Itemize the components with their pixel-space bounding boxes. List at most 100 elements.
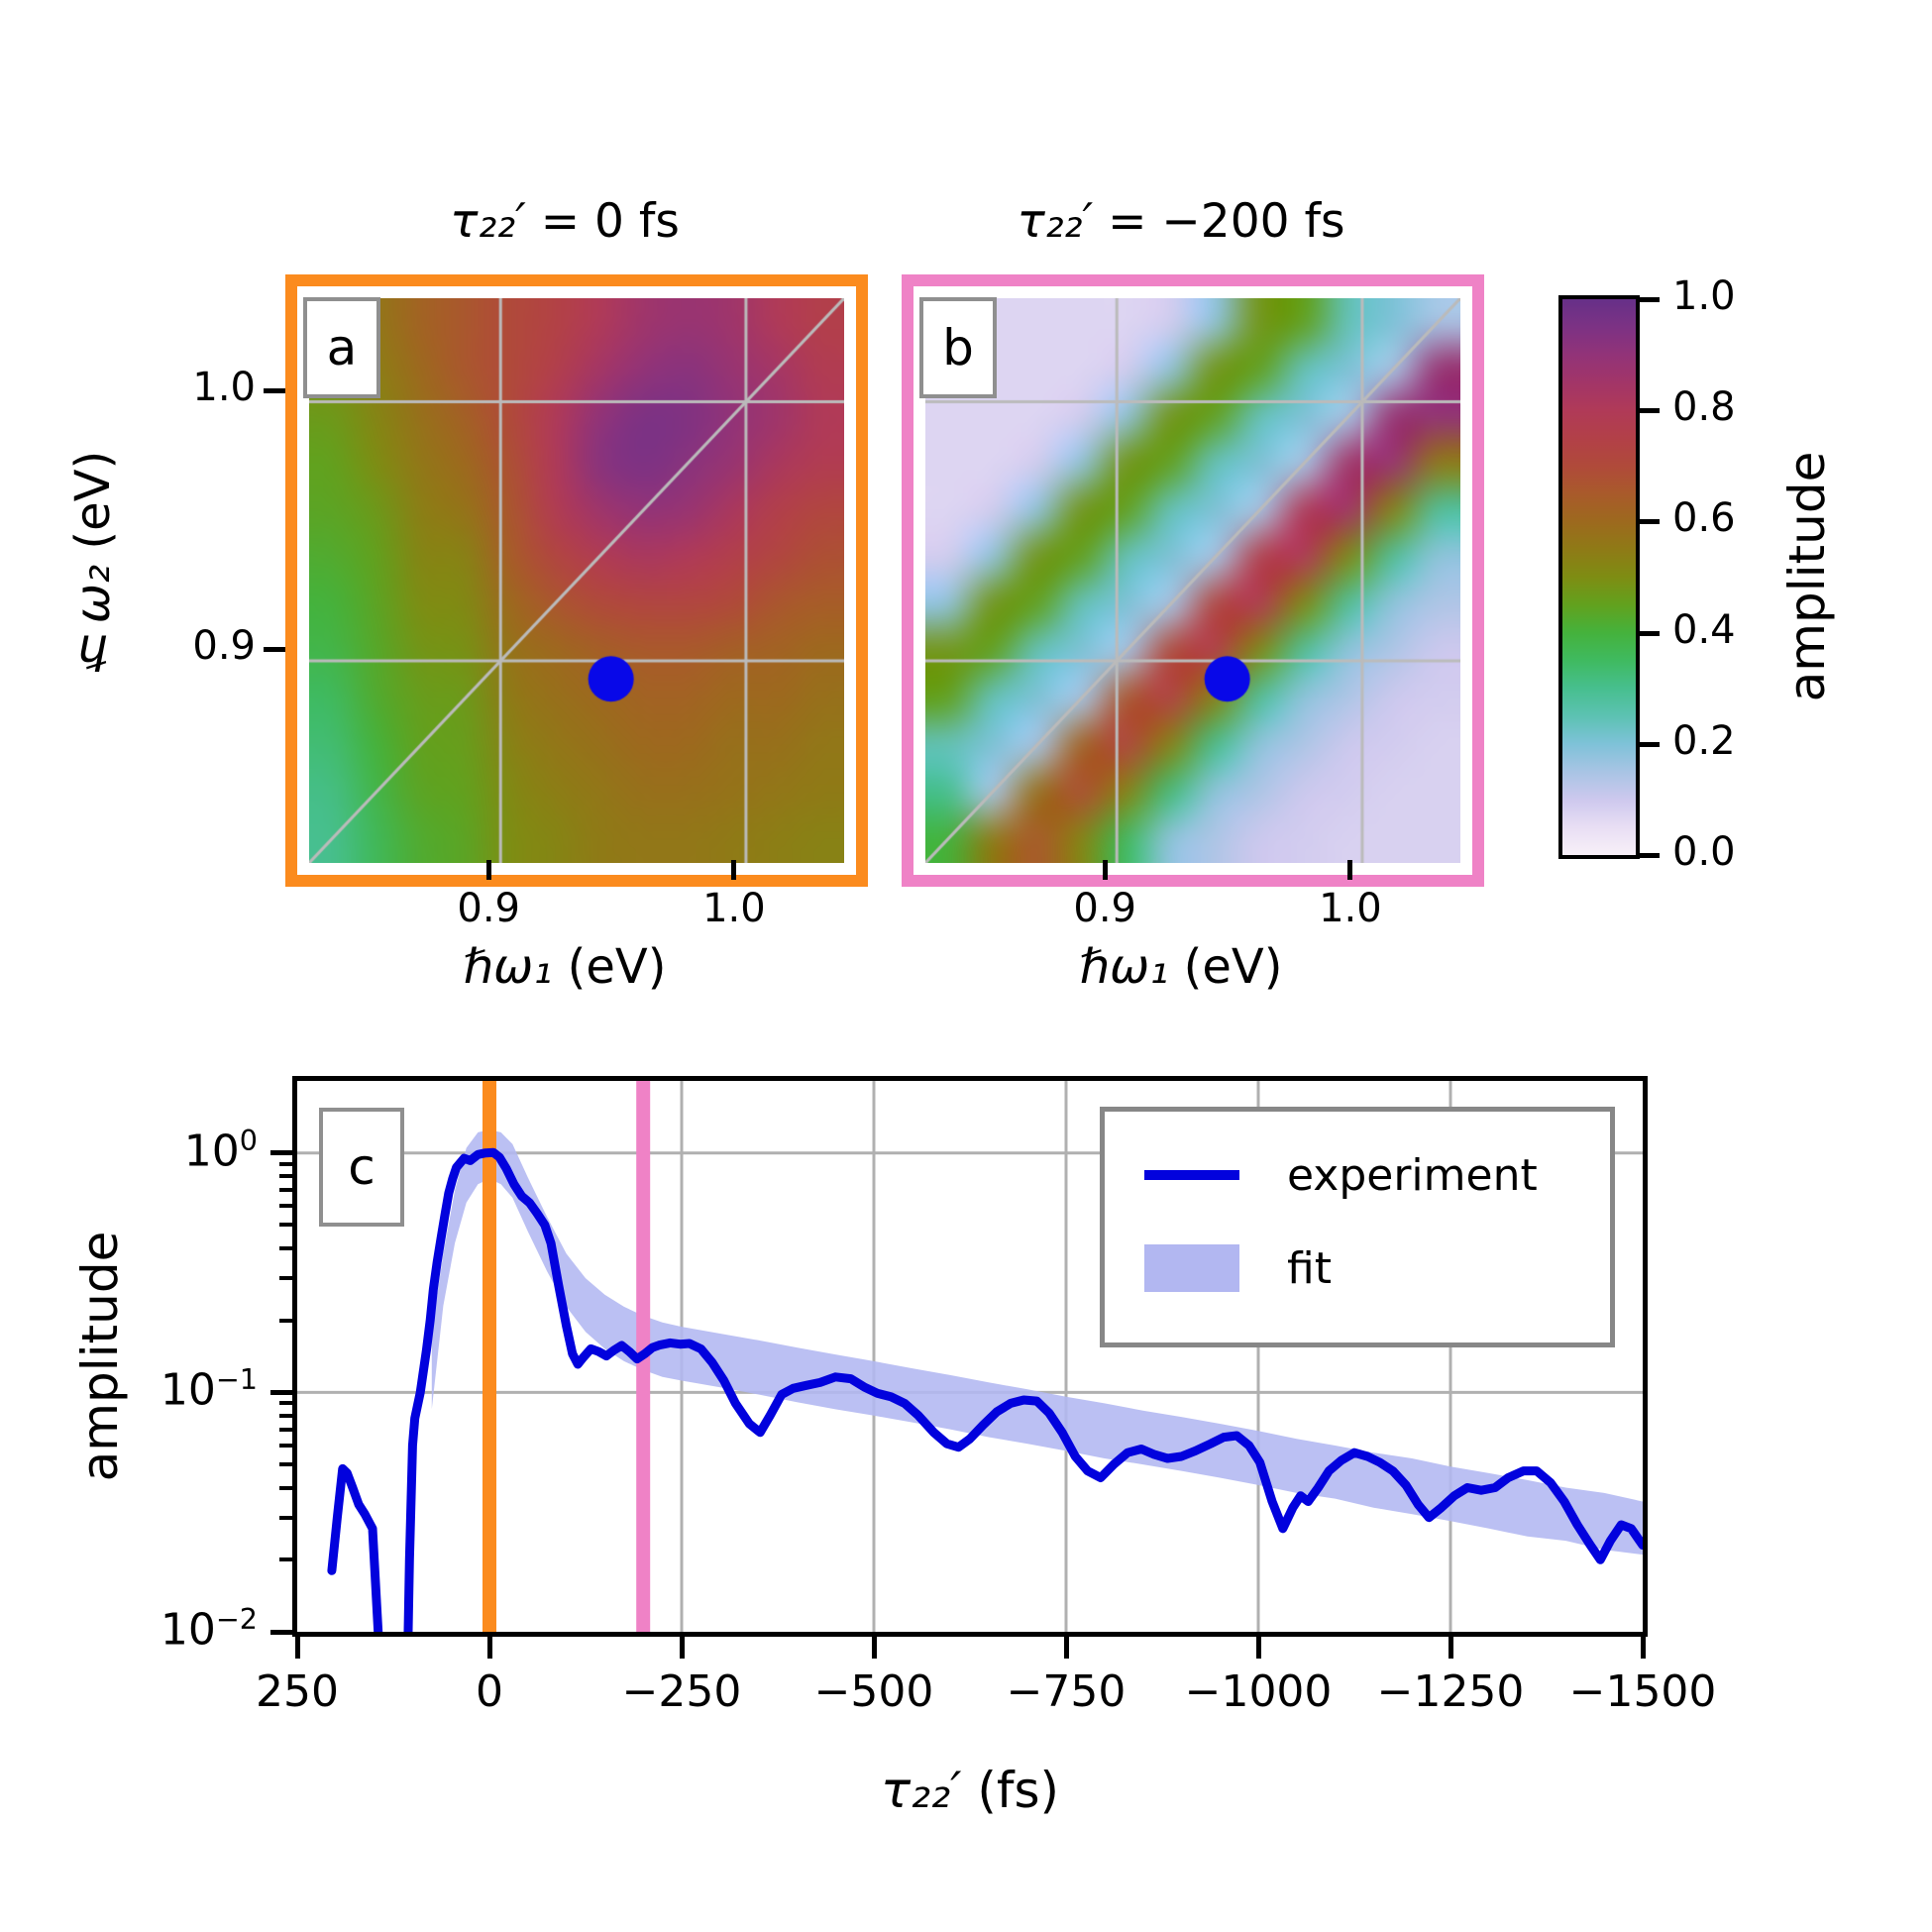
legend: experiment fit (1100, 1107, 1615, 1347)
c-y-minor-tick (279, 1318, 292, 1323)
heat-x-ticklabel: 1.0 (1319, 886, 1382, 931)
c-x-ticklabel: 250 (256, 1666, 339, 1717)
legend-row-experiment: experiment (1144, 1145, 1610, 1205)
panel-b-letter: b (942, 319, 974, 376)
panel-a-xlabel-math: ℏω₁ (463, 939, 553, 995)
colorbar (1558, 295, 1640, 859)
panel-b-title-math: τ₂₂′ (1017, 194, 1094, 249)
colorbar-ticklabel: 1.0 (1672, 273, 1736, 319)
c-x-ticklabel: −1500 (1568, 1666, 1717, 1717)
c-y-minor-tick (279, 1245, 292, 1250)
heat-x-tick (1102, 860, 1108, 880)
c-y-minor-tick (279, 1401, 292, 1406)
panel-a-ylabel: ℏω₂ (eV) (65, 451, 121, 680)
c-y-minor-tick (279, 1515, 292, 1520)
panel-a-xlabel: ℏω₁ (eV) (285, 939, 844, 995)
c-x-tick (294, 1637, 300, 1659)
c-y-minor-tick (279, 1204, 292, 1209)
colorbar-ticklabel: 0.8 (1672, 384, 1736, 431)
c-x-ticklabel: −1250 (1376, 1666, 1525, 1717)
panel-a-ylabel-rest: (eV) (65, 450, 121, 565)
c-y-tick (270, 1389, 292, 1395)
c-x-ticklabel: −250 (621, 1666, 742, 1717)
c-x-ticklabel: 0 (476, 1666, 503, 1717)
c-x-tick (486, 1637, 492, 1659)
experiment-line (327, 1147, 1643, 1632)
colorbar-label: amplitude (1778, 452, 1836, 702)
c-y-minor-tick (279, 1223, 292, 1228)
c-x-tick (1063, 1637, 1069, 1659)
panel-a-frame (285, 274, 868, 887)
colorbar-tick (1636, 297, 1660, 302)
colorbar-tick (1636, 630, 1660, 636)
colorbar-ticklabel: 0.2 (1672, 717, 1736, 764)
colorbar-tick (1636, 408, 1660, 414)
heat-y-tick (264, 647, 285, 653)
c-y-minor-tick (279, 1276, 292, 1281)
panel-c-letter-box: c (319, 1108, 404, 1227)
panel-a-letter: a (326, 319, 358, 376)
panel-a-letter-box: a (303, 297, 380, 398)
heat-x-ticklabel: 0.9 (1073, 886, 1137, 931)
panel-a-title-rest: = 0 fs (525, 194, 680, 249)
colorbar-tick (1636, 853, 1660, 858)
c-y-ticklabel: 10−2 (160, 1602, 258, 1656)
panel-c-xlabel: τ₂₂′ (fs) (297, 1762, 1643, 1819)
c-x-ticklabel: −1000 (1184, 1666, 1333, 1717)
panel-a-title-math: τ₂₂′ (450, 194, 526, 249)
panel-b-title-rest: = −200 fs (1093, 194, 1345, 249)
panel-b-letter-box: b (919, 297, 997, 398)
legend-row-fit: fit (1144, 1238, 1610, 1298)
panel-c-xlabel-math: τ₂₂′ (880, 1762, 962, 1819)
fit-band (431, 1129, 1643, 1556)
colorbar-ticklabel: 0.4 (1672, 606, 1736, 653)
heat-y-tick (264, 387, 285, 393)
panel-b-title: τ₂₂′ = −200 fs (902, 194, 1460, 256)
heat-x-tick (731, 860, 737, 880)
c-y-tick (270, 1150, 292, 1156)
heat-y-ticklabel: 0.9 (192, 623, 256, 670)
c-x-tick (1640, 1637, 1646, 1659)
legend-experiment-label: experiment (1287, 1149, 1538, 1201)
c-x-tick (1448, 1637, 1453, 1659)
c-x-tick (1255, 1637, 1261, 1659)
legend-fit-swatch (1144, 1244, 1239, 1292)
panel-a-ylabel-math: ℏω₂ (65, 564, 121, 680)
colorbar-tick (1636, 519, 1660, 525)
heat-x-tick (485, 860, 491, 880)
c-y-minor-tick (279, 1557, 292, 1562)
c-y-minor-tick (279, 1485, 292, 1490)
heat-x-tick (1347, 860, 1353, 880)
c-x-ticklabel: −750 (1006, 1666, 1127, 1717)
colorbar-label-text: amplitude (1778, 451, 1836, 702)
panel-a-title: τ₂₂′ = 0 fs (285, 194, 844, 256)
colorbar-ticklabel: 0.6 (1672, 495, 1736, 542)
panel-b-frame (902, 274, 1484, 887)
c-x-ticklabel: −500 (813, 1666, 934, 1717)
heat-y-ticklabel: 1.0 (192, 364, 256, 410)
c-y-minor-tick (279, 1413, 292, 1418)
panel-c-letter: c (348, 1138, 376, 1196)
panel-a-heatmap (309, 298, 844, 863)
c-y-minor-tick (279, 1188, 292, 1193)
c-y-ticklabel: 10−1 (160, 1362, 258, 1417)
c-y-tick (270, 1629, 292, 1635)
c-y-minor-tick (279, 1174, 292, 1179)
panel-b-xlabel-math: ℏω₁ (1079, 939, 1169, 995)
panel-a-xlabel-rest: (eV) (552, 939, 667, 995)
legend-fit-label: fit (1287, 1242, 1332, 1294)
c-x-tick (679, 1637, 685, 1659)
panel-b-xlabel-rest: (eV) (1168, 939, 1283, 995)
panel-c-ylabel-text: amplitude (71, 1231, 129, 1482)
c-y-minor-tick (279, 1427, 292, 1432)
c-y-ticklabel: 100 (183, 1123, 258, 1177)
c-y-minor-tick (279, 1161, 292, 1166)
colorbar-tick (1636, 741, 1660, 747)
heat-x-ticklabel: 0.9 (457, 886, 521, 931)
panel-b-heatmap (925, 298, 1460, 863)
c-x-tick (871, 1637, 877, 1659)
panel-c-xlabel-rest: (fs) (961, 1762, 1060, 1819)
legend-experiment-swatch (1144, 1170, 1239, 1180)
c-y-minor-tick (279, 1443, 292, 1448)
